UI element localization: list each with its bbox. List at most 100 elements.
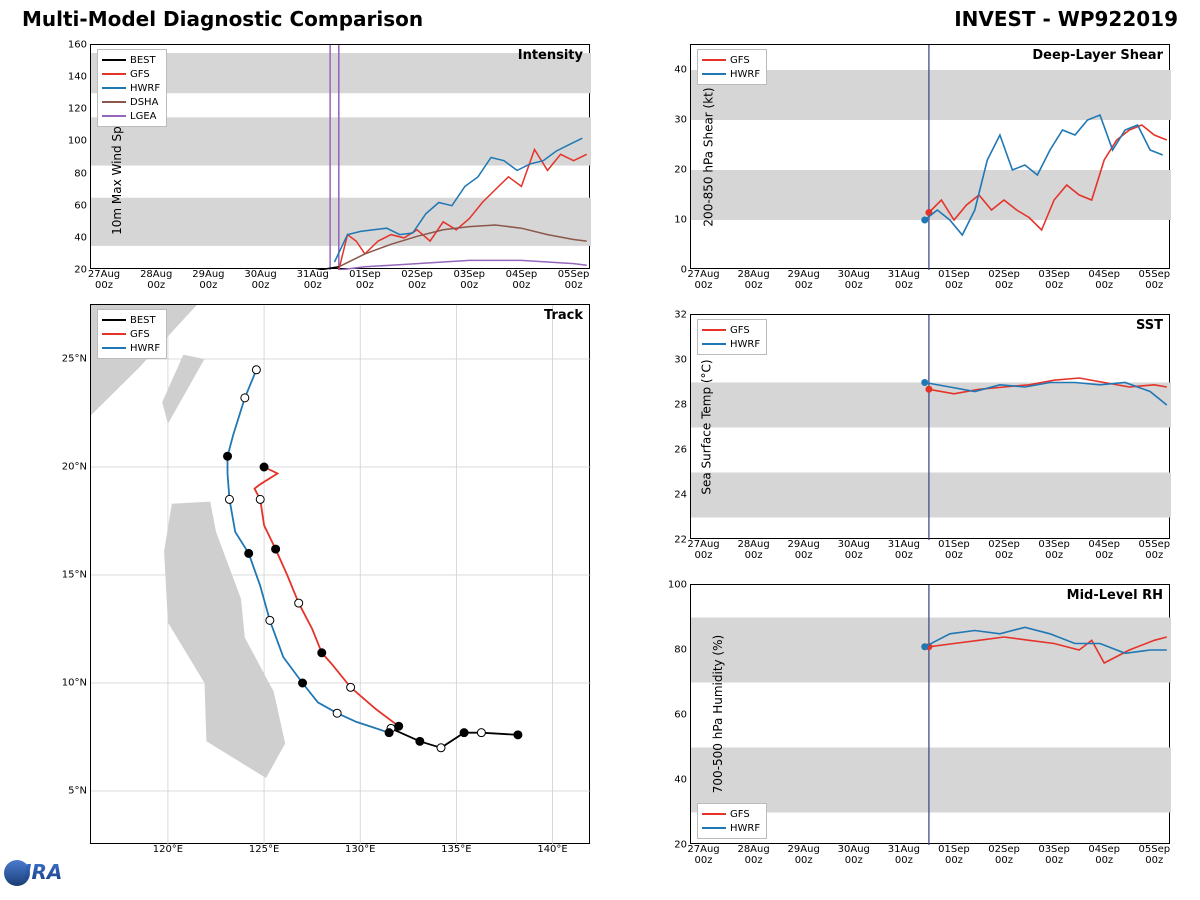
landmass: [162, 355, 204, 424]
legend-label: HWRF: [730, 823, 760, 834]
legend-item: BEST: [102, 313, 160, 327]
marker: [921, 643, 928, 650]
xtick-label: 27Aug00z: [687, 540, 719, 561]
xtick-label: 28Aug00z: [737, 845, 769, 866]
swatch-icon: [102, 347, 126, 349]
intensity-panel: 2040608010012014016027Aug00z28Aug00z29Au…: [90, 44, 590, 269]
xtick-label: 05Sep00z: [558, 270, 590, 291]
ytick-label: 140: [68, 72, 87, 83]
legend-item: GFS: [102, 67, 160, 81]
track-BEST: [391, 728, 518, 747]
track-marker: [252, 366, 260, 374]
track-marker: [460, 729, 468, 737]
xtick-label: 120°E: [153, 845, 183, 856]
xtick-label: 05Sep00z: [1139, 845, 1171, 866]
xtick-label: 30Aug00z: [838, 845, 870, 866]
legend-item: LGEA: [102, 109, 160, 123]
legend-item: HWRF: [702, 821, 760, 835]
xtick-label: 04Sep00z: [1088, 540, 1120, 561]
xtick-label: 02Sep00z: [988, 845, 1020, 866]
xtick-label: 29Aug00z: [788, 540, 820, 561]
ytick-label: 15°N: [62, 570, 87, 581]
xtick-label: 04Sep00z: [506, 270, 538, 291]
ylabel: 700-500 hPa Humidity (%): [711, 635, 725, 793]
ytick-label: 40: [674, 65, 687, 76]
ytick-label: 32: [674, 310, 687, 321]
track-panel: 5°N10°N15°N20°N25°N120°E125°E130°E135°E1…: [90, 304, 590, 844]
xtick-label: 30Aug00z: [244, 270, 276, 291]
track-marker: [395, 722, 403, 730]
ytick-label: 28: [674, 400, 687, 411]
swatch-icon: [102, 59, 126, 61]
swatch-icon: [702, 329, 726, 331]
legend-label: BEST: [130, 315, 156, 326]
xtick-label: 01Sep00z: [938, 270, 970, 291]
swatch-icon: [702, 73, 726, 75]
xtick-label: 29Aug00z: [192, 270, 224, 291]
ylabel: Sea Surface Temp (°C): [700, 359, 714, 494]
legend: BESTGFSHWRF: [97, 309, 167, 359]
track-marker: [224, 452, 232, 460]
ylabel: 200-850 hPa Shear (kt): [702, 87, 716, 226]
swatch-icon: [702, 343, 726, 345]
xtick-label: 27Aug00z: [88, 270, 120, 291]
legend-label: DSHA: [130, 97, 158, 108]
xtick-label: 140°E: [537, 845, 567, 856]
legend-label: HWRF: [730, 339, 760, 350]
xtick-label: 28Aug00z: [737, 540, 769, 561]
sst-panel: 22242628303227Aug00z28Aug00z29Aug00z30Au…: [690, 314, 1170, 539]
xtick-label: 02Sep00z: [988, 540, 1020, 561]
ytick-label: 100: [68, 136, 87, 147]
panel-label: SST: [1136, 318, 1163, 333]
title-bar: Multi-Model Diagnostic Comparison INVEST…: [0, 0, 1200, 38]
xtick-label: 31Aug00z: [297, 270, 329, 291]
swatch-icon: [702, 59, 726, 61]
track-marker: [299, 679, 307, 687]
xtick-label: 28Aug00z: [140, 270, 172, 291]
ytick-label: 30: [674, 355, 687, 366]
legend-item: DSHA: [102, 95, 160, 109]
xtick-label: 03Sep00z: [453, 270, 485, 291]
xtick-label: 01Sep00z: [938, 845, 970, 866]
xtick-label: 30Aug00z: [838, 540, 870, 561]
xtick-label: 31Aug00z: [888, 540, 920, 561]
track-marker: [241, 394, 249, 402]
track-marker: [477, 729, 485, 737]
legend-item: GFS: [102, 327, 160, 341]
xtick-label: 04Sep00z: [1088, 270, 1120, 291]
panel-label: Mid-Level RH: [1067, 588, 1163, 603]
track-marker: [318, 649, 326, 657]
legend-label: HWRF: [130, 83, 160, 94]
ytick-label: 25°N: [62, 354, 87, 365]
legend-label: GFS: [730, 809, 750, 820]
legend-label: GFS: [730, 325, 750, 336]
band: [691, 473, 1171, 518]
track-marker: [385, 729, 393, 737]
ytick-label: 20: [674, 840, 687, 851]
xtick-label: 125°E: [249, 845, 279, 856]
rh-panel: 2040608010027Aug00z28Aug00z29Aug00z30Aug…: [690, 584, 1170, 844]
legend: GFS HWRF: [697, 319, 767, 355]
legend: GFS HWRF: [697, 803, 767, 839]
legend-label: GFS: [130, 69, 150, 80]
legend-label: LGEA: [130, 111, 156, 122]
swatch-icon: [102, 101, 126, 103]
xtick-label: 05Sep00z: [1139, 270, 1171, 291]
cira-logo: IRA: [4, 854, 64, 894]
track-GFS: [255, 467, 399, 726]
ytick-label: 10: [674, 215, 687, 226]
ytick-label: 20°N: [62, 462, 87, 473]
page-title: Multi-Model Diagnostic Comparison: [22, 7, 423, 31]
xtick-label: 01Sep00z: [938, 540, 970, 561]
logo-text: IRA: [24, 860, 62, 884]
ytick-label: 5°N: [68, 786, 87, 797]
track-marker: [347, 683, 355, 691]
track-marker: [437, 744, 445, 752]
legend-label: HWRF: [730, 69, 760, 80]
xtick-label: 135°E: [441, 845, 471, 856]
xtick-label: 28Aug00z: [737, 270, 769, 291]
legend-item: BEST: [102, 53, 160, 67]
xtick-label: 31Aug00z: [888, 270, 920, 291]
legend: BEST GFS HWRF DSHA LGEA: [97, 49, 167, 127]
ytick-label: 80: [74, 168, 87, 179]
